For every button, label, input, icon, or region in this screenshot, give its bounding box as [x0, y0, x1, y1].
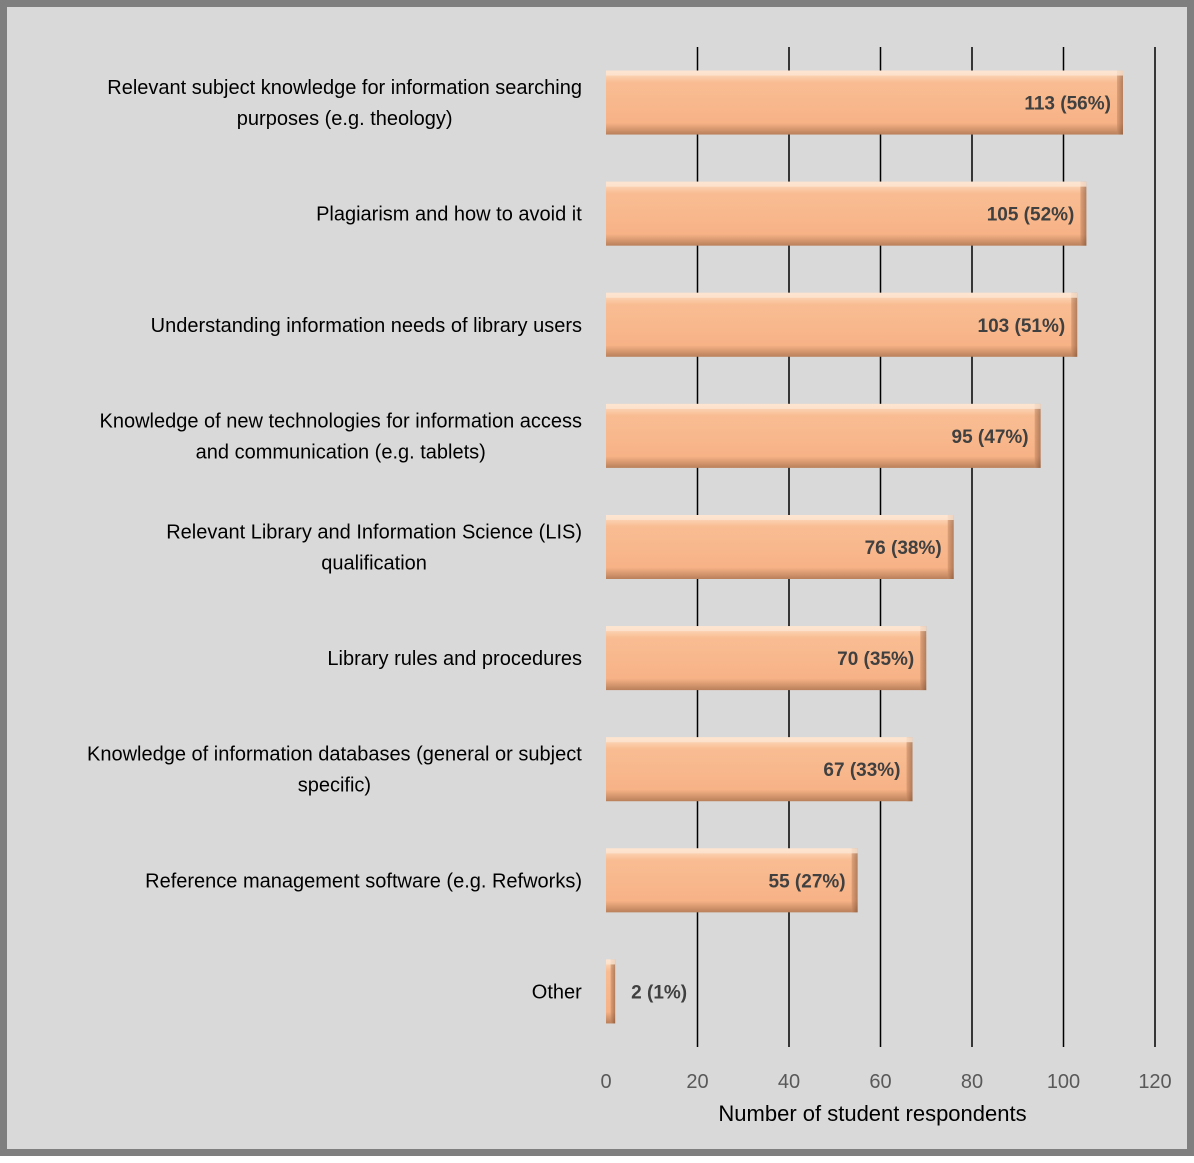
category-label-line: specific)	[298, 775, 371, 797]
x-tick-label: 80	[961, 1071, 983, 1093]
bar: 55 (27%)	[606, 848, 858, 913]
data-label: 76 (38%)	[865, 538, 942, 559]
x-tick-label: 40	[778, 1071, 800, 1093]
x-tick-label: 0	[600, 1071, 611, 1093]
bar-body	[606, 515, 954, 579]
bar-end-bevel	[610, 959, 616, 1024]
bar-end-bevel	[1034, 403, 1041, 468]
bar-top-bevel	[606, 959, 616, 965]
data-label: 55 (27%)	[769, 871, 846, 892]
category-labels: Relevant subject knowledge for informati…	[87, 77, 582, 1003]
bar: 105 (52%)	[606, 181, 1087, 246]
category-label-line: purposes (e.g. theology)	[237, 108, 453, 130]
bar-top-bevel	[606, 626, 927, 632]
bar-top-bevel	[606, 737, 913, 743]
bar: 95 (47%)	[606, 403, 1041, 468]
bars: 113 (56%) 105 (52%) 103 (51%) 95 (47%) 76 (3…	[606, 70, 1123, 1024]
bar-end-bevel	[1116, 70, 1123, 135]
bar: 2 (1%)	[606, 959, 687, 1024]
category-label: Relevant subject knowledge for informati…	[107, 77, 582, 130]
bar-top-bevel	[606, 403, 1041, 409]
bar: 67 (33%)	[606, 737, 913, 802]
x-tick-label: 20	[686, 1071, 708, 1093]
category-label-line: Relevant Library and Information Science…	[166, 522, 582, 544]
data-label: 105 (52%)	[987, 205, 1075, 226]
bar-body	[606, 181, 1087, 246]
category-label: Relevant Library and Information Science…	[166, 522, 582, 575]
data-label: 70 (35%)	[837, 649, 914, 670]
bar-body	[606, 848, 858, 913]
x-axis-title: Number of student respondents	[718, 1101, 1026, 1126]
category-label-line: Knowledge of new technologies for inform…	[100, 410, 583, 432]
bar-body	[606, 70, 1123, 135]
x-axis-ticks: 0 20 40 60 80 100 120	[600, 1071, 1171, 1093]
category-label: Library rules and procedures	[327, 648, 582, 670]
bar-top-bevel	[606, 181, 1087, 187]
bar-end-bevel	[851, 848, 858, 913]
category-label-line: Reference management software (e.g. Refw…	[145, 870, 582, 892]
category-label-line: Understanding information needs of libra…	[151, 315, 582, 337]
category-label-line: Library rules and procedures	[327, 648, 582, 670]
category-label-line: and communication (e.g. tablets)	[196, 441, 486, 463]
category-label: Other	[532, 981, 582, 1003]
bar-end-bevel	[1080, 181, 1087, 246]
bar: 76 (38%)	[606, 515, 954, 579]
bar-end-bevel	[947, 515, 954, 579]
bar-body	[606, 626, 927, 691]
category-label-line: Other	[532, 981, 582, 1003]
data-label: 95 (47%)	[952, 427, 1029, 448]
category-label: Knowledge of new technologies for inform…	[100, 410, 583, 463]
bar-top-bevel	[606, 70, 1123, 76]
bar-top-bevel	[606, 515, 954, 520]
x-tick-label: 60	[869, 1071, 891, 1093]
bar-top-bevel	[606, 292, 1078, 298]
bar-body	[606, 403, 1041, 468]
category-label-line: qualification	[321, 553, 427, 575]
category-label: Plagiarism and how to avoid it	[316, 204, 582, 226]
bar-end-bevel	[1071, 292, 1078, 357]
bar: 103 (51%)	[606, 292, 1078, 357]
data-label: 103 (51%)	[978, 316, 1066, 337]
category-label: Understanding information needs of libra…	[151, 315, 582, 337]
category-label-line: Plagiarism and how to avoid it	[316, 204, 582, 226]
category-label: Reference management software (e.g. Refw…	[145, 870, 582, 892]
bar: 70 (35%)	[606, 626, 927, 691]
category-label-line: Relevant subject knowledge for informati…	[107, 77, 582, 99]
category-label: Knowledge of information databases (gene…	[87, 744, 582, 797]
x-tick-label: 120	[1138, 1071, 1171, 1093]
bar-body	[606, 737, 913, 802]
bar-top-bevel	[606, 848, 858, 854]
category-label-line: Knowledge of information databases (gene…	[87, 744, 582, 766]
data-label: 2 (1%)	[631, 982, 687, 1003]
data-label: 113 (56%)	[1024, 94, 1111, 115]
bar: 113 (56%)	[606, 70, 1123, 135]
bar-chart: 113 (56%) 105 (52%) 103 (51%) 95 (47%) 76 (3…	[87, 47, 1172, 1126]
bar-end-bevel	[906, 737, 913, 802]
x-tick-label: 100	[1047, 1071, 1080, 1093]
bar-end-bevel	[920, 626, 927, 691]
bar-body	[606, 292, 1078, 357]
data-label: 67 (33%)	[823, 760, 900, 781]
